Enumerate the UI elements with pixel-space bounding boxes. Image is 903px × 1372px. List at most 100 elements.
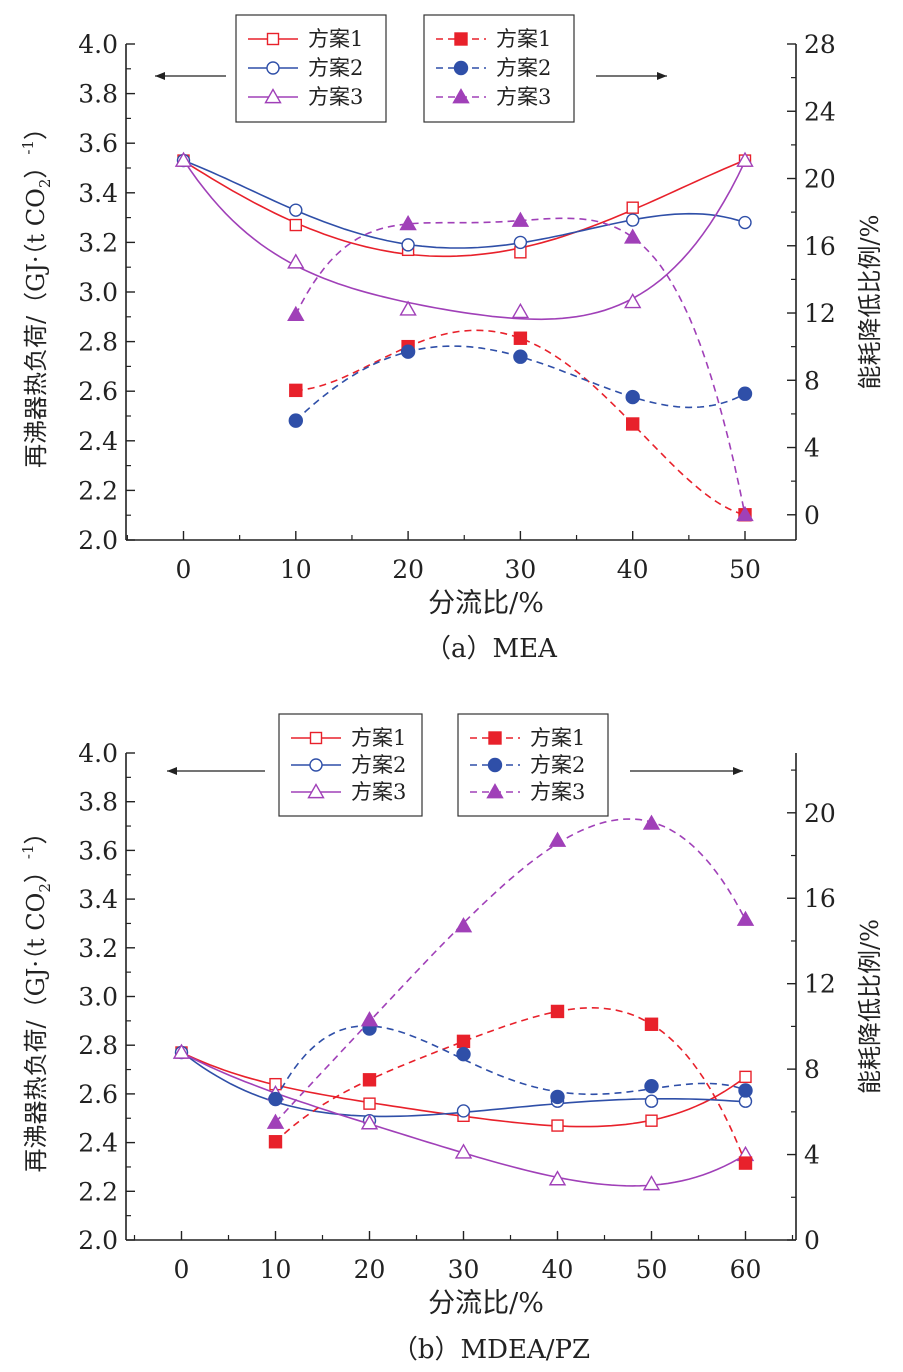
y-left-tick-label: 3.6 — [78, 836, 118, 865]
series-5 — [288, 344, 753, 428]
y-right-tick-label: 20 — [804, 799, 836, 828]
data-point — [399, 300, 417, 316]
legend-marker — [486, 783, 504, 799]
data-point — [642, 1175, 661, 1191]
data-point — [456, 1104, 471, 1118]
series-line — [183, 159, 746, 258]
data-point — [739, 1070, 752, 1084]
data-point — [287, 253, 305, 269]
y-right-tick-label: 16 — [804, 884, 836, 913]
data-point — [362, 1073, 377, 1087]
legend-marker — [487, 757, 503, 773]
data-point — [736, 151, 754, 167]
data-point — [268, 1135, 283, 1149]
y-right-tick-label: 4 — [804, 1141, 820, 1170]
series-line — [274, 1006, 747, 1164]
data-point — [551, 1119, 564, 1132]
x-tick-label: 10 — [280, 555, 312, 584]
y-left-label-main: 再沸器热负荷/（GJ·（t CO — [22, 188, 50, 468]
data-point — [626, 417, 640, 431]
y-right-tick-label: 16 — [804, 232, 836, 261]
y-right-tick-label: 20 — [804, 165, 836, 194]
series-line — [183, 159, 746, 249]
legend-marker — [453, 60, 469, 76]
arrow-right-axis — [596, 72, 667, 80]
y-left-tick-label: 3.2 — [78, 934, 118, 963]
data-point — [738, 1083, 753, 1098]
y-left-tick-label: 2.0 — [78, 526, 118, 555]
y-left-tick-label: 3.4 — [78, 885, 118, 914]
series-line — [274, 1025, 746, 1100]
arrow-head — [733, 767, 743, 775]
y-left-tick-label: 3.4 — [78, 179, 118, 208]
y-right-tick-label: 24 — [804, 97, 836, 126]
data-point — [644, 1079, 659, 1094]
data-point — [456, 1046, 471, 1062]
data-point — [644, 1094, 659, 1108]
legend-marker — [488, 731, 502, 745]
arrow-head — [657, 72, 667, 80]
data-point — [172, 1043, 191, 1059]
x-tick-label: 40 — [617, 555, 649, 584]
arrow-left-axis — [167, 767, 265, 775]
y-right-tick-label: 12 — [804, 299, 836, 328]
y-left-tick-label: 4.0 — [78, 30, 118, 59]
y-axis-left-label: 再沸器热负荷/（GJ·（t CO2）-1） — [19, 821, 54, 1173]
data-point — [266, 1113, 285, 1129]
legend-label: 方案1 — [351, 726, 406, 750]
data-point — [644, 1017, 659, 1031]
series-line — [274, 818, 747, 1123]
y-right-tick-label: 12 — [804, 970, 836, 999]
chart-panel-a: 2.0 2.2 2.4 2.6 2.8 3.0 3.2 3.4 3.6 3.8 4.0 0 4 8 12 16… — [19, 14, 884, 664]
data-point — [287, 305, 305, 322]
y-right-tick-label: 0 — [804, 501, 820, 530]
data-point — [550, 1004, 565, 1019]
y-left-label-main: 再沸器热负荷/（GJ·（t CO — [22, 893, 50, 1173]
legend-label: 方案3 — [530, 780, 585, 804]
data-point — [645, 1114, 658, 1127]
data-point — [456, 1034, 471, 1049]
series-line — [295, 329, 746, 516]
data-point — [736, 910, 755, 926]
y-left-tick-label: 2.8 — [78, 1031, 118, 1060]
data-point — [550, 1089, 565, 1105]
arrow-right-axis — [630, 767, 743, 775]
data-point — [738, 215, 752, 230]
data-point — [174, 151, 193, 167]
data-point — [548, 831, 567, 847]
x-tick-label: 10 — [260, 1255, 292, 1284]
arrow-head — [155, 72, 165, 80]
y-axis-right-label: 能耗降低比例/% — [856, 215, 884, 390]
y-right-tick-label: 8 — [804, 1055, 820, 1084]
x-axis-label: 分流比/% — [428, 1288, 544, 1319]
data-point — [360, 1011, 379, 1027]
legend-right-axis: 方案1 方案2 方案3 — [423, 14, 575, 123]
data-point — [511, 302, 530, 319]
y-left-tick-label: 3.2 — [78, 228, 118, 257]
data-point — [513, 349, 528, 364]
legend-label: 方案2 — [496, 56, 551, 80]
data-point — [400, 344, 416, 359]
y-right-tick-label: 8 — [804, 366, 820, 395]
chart-caption: （b）MDEA/PZ — [392, 1335, 590, 1365]
x-tick-label: 0 — [176, 555, 192, 584]
y-left-tick-label: 2.4 — [78, 1129, 118, 1158]
data-point — [548, 1170, 567, 1186]
series-6 — [266, 814, 755, 1129]
x-tick-label: 50 — [636, 1255, 668, 1284]
legend-label: 方案3 — [351, 780, 406, 804]
legend-label: 方案3 — [496, 85, 551, 109]
legend-label: 方案2 — [308, 56, 363, 80]
y-left-label-end: ） — [22, 116, 50, 140]
arrow-head — [167, 767, 177, 775]
data-point — [642, 814, 661, 830]
data-point — [513, 331, 528, 345]
y-right-tick-label: 28 — [804, 30, 836, 59]
y-left-label-sup: -1 — [19, 845, 37, 860]
x-axis-label: 分流比/% — [428, 588, 544, 619]
chart-caption: （a）MEA — [425, 634, 558, 664]
series-3 — [174, 151, 754, 321]
y-left-tick-label: 2.6 — [78, 1080, 118, 1109]
series-1 — [177, 154, 752, 259]
data-point — [623, 228, 642, 244]
